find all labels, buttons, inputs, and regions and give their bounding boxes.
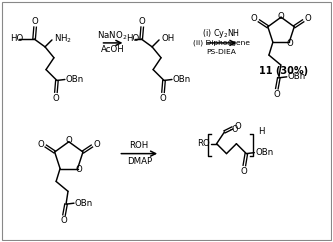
Text: O: O [305, 14, 311, 23]
Text: OBn: OBn [288, 72, 306, 81]
Text: RO: RO [197, 139, 210, 148]
Text: O: O [287, 39, 294, 48]
Text: O: O [273, 90, 280, 99]
Text: NH$_2$: NH$_2$ [54, 33, 72, 45]
Text: OH: OH [161, 34, 174, 44]
Text: O: O [53, 94, 59, 103]
Text: PS-DIEA: PS-DIEA [206, 49, 236, 55]
Text: AcOH: AcOH [101, 45, 124, 54]
Text: DMAP: DMAP [127, 157, 152, 166]
Text: O: O [66, 136, 72, 145]
Text: -O: -O [230, 125, 239, 134]
Text: O: O [75, 165, 82, 174]
Text: O: O [61, 217, 67, 226]
Text: O: O [250, 14, 257, 23]
Text: ROH: ROH [130, 141, 149, 150]
Text: O: O [139, 17, 146, 26]
Text: OBn: OBn [75, 199, 93, 208]
Text: H: H [258, 127, 265, 136]
Text: O: O [37, 140, 44, 149]
Text: O: O [94, 140, 100, 149]
Text: HO: HO [10, 34, 24, 44]
Text: HO: HO [126, 34, 140, 44]
Text: (ii) Diphosgene: (ii) Diphosgene [193, 40, 250, 46]
Text: O: O [160, 94, 166, 103]
Text: 11 (30%): 11 (30%) [259, 66, 309, 76]
Text: OBn: OBn [66, 75, 84, 84]
Text: (i) Cy$_2$NH: (i) Cy$_2$NH [202, 27, 240, 39]
Text: OBn: OBn [255, 148, 273, 157]
Text: O: O [234, 122, 241, 131]
Text: NaNO$_2$: NaNO$_2$ [97, 30, 128, 42]
Text: O: O [32, 17, 39, 26]
Text: OBn: OBn [173, 75, 191, 84]
Text: O: O [278, 12, 284, 21]
Text: O: O [241, 167, 248, 176]
